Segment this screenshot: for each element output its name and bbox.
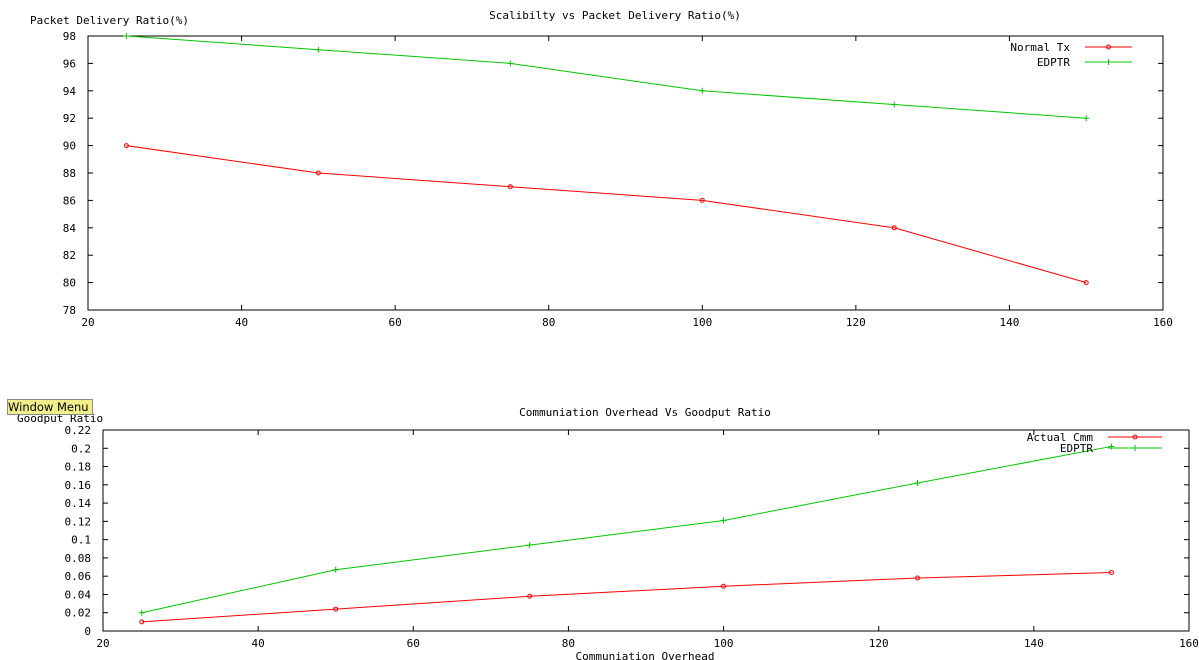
data-point — [891, 225, 897, 231]
y-tick-label: 94 — [63, 85, 77, 98]
y-tick-label: 96 — [63, 57, 76, 70]
data-point — [123, 33, 130, 39]
data-point — [526, 542, 533, 549]
x-tick-label: 80 — [562, 637, 575, 650]
data-point — [1108, 443, 1115, 450]
x-tick-label: 20 — [96, 637, 109, 650]
x-tick-label: 100 — [714, 637, 734, 650]
legend-label: EDPTR — [1037, 56, 1070, 69]
series-line-normal-tx — [126, 145, 1087, 284]
y-tick-label: 0.22 — [65, 424, 92, 437]
data-point — [699, 197, 705, 203]
x-tick-label: 40 — [252, 637, 265, 650]
y-tick-label: 98 — [63, 30, 76, 43]
data-point — [507, 60, 514, 67]
legend-marker — [1132, 434, 1138, 440]
x-tick-label: 140 — [1024, 637, 1044, 650]
y-tick-label: 78 — [63, 304, 76, 317]
y-tick-label: 90 — [63, 140, 76, 153]
x-tick-label: 160 — [1153, 316, 1173, 329]
data-point — [333, 606, 339, 612]
y-tick-label: 0.06 — [65, 570, 92, 583]
legend-label: EDPTR — [1060, 442, 1093, 455]
y-tick-label: 0.08 — [65, 552, 92, 565]
legend-marker — [1132, 445, 1138, 451]
y-tick-label: 80 — [63, 277, 76, 290]
y-tick-label: 0 — [84, 625, 91, 638]
y-tick-label: 0.16 — [65, 479, 92, 492]
chart-title: Communiation Overhead Vs Goodput Ratio — [519, 406, 771, 419]
series-line-edptr — [126, 35, 1087, 119]
x-axis-label: Communiation Overhead — [575, 650, 714, 660]
window-menu-button[interactable]: Window Menu — [7, 399, 93, 415]
x-tick-label: 20 — [81, 316, 94, 329]
data-point — [139, 619, 145, 625]
data-point — [914, 479, 921, 486]
y-tick-label: 0.02 — [65, 607, 92, 620]
x-tick-label: 120 — [869, 637, 889, 650]
plot-frame — [102, 429, 1190, 632]
x-tick-label: 60 — [389, 316, 402, 329]
y-tick-label: 84 — [63, 222, 77, 235]
x-tick-label: 80 — [542, 316, 555, 329]
y-axis-label: Goodput Ratio — [17, 412, 103, 425]
chart-title: Scalibilty vs Packet Delivery Ratio(%) — [489, 9, 741, 22]
y-tick-label: 86 — [63, 194, 76, 207]
x-tick-label: 60 — [407, 637, 420, 650]
legend-label: Normal Tx — [1010, 41, 1070, 54]
y-tick-label: 0.18 — [65, 461, 92, 474]
y-tick-label: 0.2 — [71, 442, 91, 455]
data-point — [1083, 115, 1090, 122]
data-point — [507, 184, 513, 190]
data-point — [1083, 280, 1089, 286]
legend-marker — [1106, 44, 1111, 50]
x-tick-label: 160 — [1179, 637, 1199, 650]
chart-scalability-pdr: 20 40 60 80 100 120 140 160 78 80 82 84 86 88 90 92 94 96… — [30, 9, 1173, 340]
y-tick-label: 0.12 — [65, 515, 92, 528]
legend-marker — [1105, 59, 1112, 65]
y-tick-label: 92 — [63, 112, 76, 125]
x-tick-label: 40 — [235, 316, 248, 329]
x-tick-label: 140 — [999, 316, 1019, 329]
data-point — [123, 143, 129, 149]
legend-label: Actual Cmm — [1027, 431, 1094, 444]
y-tick-label: 0.1 — [71, 534, 91, 547]
y-tick-label: 0.14 — [65, 497, 92, 510]
data-point — [332, 566, 339, 573]
series-line-edptr — [141, 445, 1112, 614]
y-tick-label: 82 — [63, 249, 76, 262]
x-tick-label: 120 — [846, 316, 866, 329]
data-point — [1108, 570, 1114, 576]
x-axis-label: Scalibilty — [587, 338, 654, 340]
y-axis-label: Packet Delivery Ratio(%) — [30, 14, 189, 27]
data-point — [699, 87, 706, 94]
data-point — [527, 593, 533, 599]
y-tick-label: 88 — [63, 167, 76, 180]
data-point — [315, 170, 321, 176]
x-tick-label: 100 — [692, 316, 712, 329]
data-point — [720, 517, 727, 524]
data-point — [721, 583, 727, 589]
data-point — [315, 46, 322, 53]
y-tick-label: 0.04 — [65, 588, 92, 601]
data-point — [891, 101, 898, 108]
data-point — [915, 575, 920, 581]
series-line-actual-cmm — [141, 572, 1112, 623]
data-point — [138, 609, 145, 616]
